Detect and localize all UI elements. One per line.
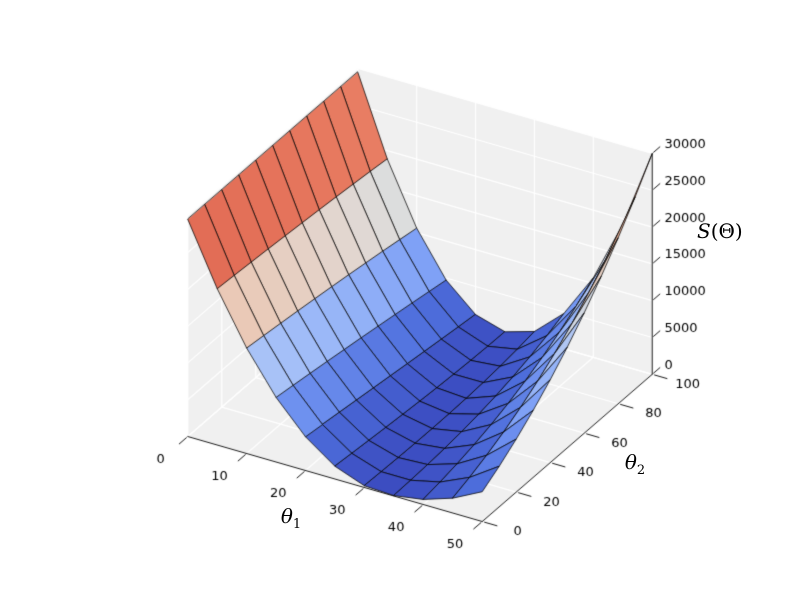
y-axis-label: θ2 [600,450,670,478]
z-axis-label-symbol: S [697,219,711,243]
x-axis-label: θ1 [256,504,326,532]
x-axis-label-symbol: θ [280,504,293,528]
y-axis-label-subscript: 2 [636,463,646,478]
z-axis-label: S(Θ) [697,219,777,243]
x-axis-label-subscript: 1 [292,517,302,532]
z-axis-label-arg: (Θ) [710,219,743,243]
y-axis-label-symbol: θ [624,450,637,474]
